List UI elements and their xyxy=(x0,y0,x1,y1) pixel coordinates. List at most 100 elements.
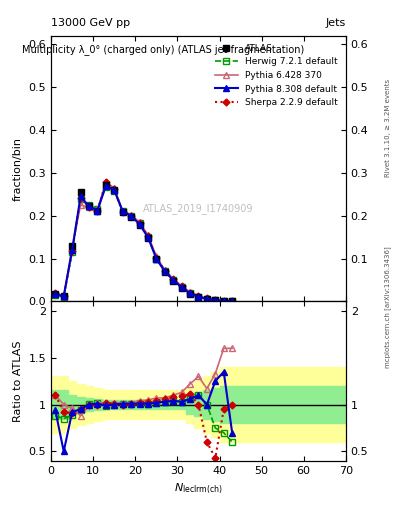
Herwig 7.2.1 default xyxy=(179,284,184,290)
ATLAS xyxy=(154,257,159,263)
Pythia 6.428 370 xyxy=(188,289,193,295)
Pythia 6.428 370 xyxy=(230,298,235,304)
ATLAS xyxy=(70,243,75,249)
Pythia 8.308 default xyxy=(120,208,125,215)
Pythia 6.428 370 xyxy=(103,179,108,185)
Sherpa 2.2.9 default xyxy=(154,254,159,261)
Line: Herwig 7.2.1 default: Herwig 7.2.1 default xyxy=(53,184,235,304)
Pythia 6.428 370 xyxy=(78,202,83,208)
Herwig 7.2.1 default xyxy=(78,196,83,202)
Sherpa 2.2.9 default xyxy=(188,290,193,296)
Herwig 7.2.1 default xyxy=(162,268,167,274)
Pythia 8.308 default xyxy=(78,194,83,200)
Pythia 8.308 default xyxy=(95,207,100,214)
Pythia 8.308 default xyxy=(103,183,108,189)
Pythia 6.428 370 xyxy=(145,232,150,238)
Pythia 6.428 370 xyxy=(120,207,125,214)
Herwig 7.2.1 default xyxy=(70,249,75,255)
Herwig 7.2.1 default xyxy=(95,206,100,212)
ATLAS xyxy=(145,235,150,241)
Herwig 7.2.1 default xyxy=(213,297,218,303)
Sherpa 2.2.9 default xyxy=(129,212,134,219)
Sherpa 2.2.9 default xyxy=(162,268,167,274)
Herwig 7.2.1 default xyxy=(145,234,150,240)
Pythia 6.428 370 xyxy=(70,245,75,251)
Herwig 7.2.1 default xyxy=(204,296,209,302)
Pythia 8.308 default xyxy=(61,293,66,300)
Pythia 6.428 370 xyxy=(221,297,226,304)
ATLAS xyxy=(204,296,209,302)
Sherpa 2.2.9 default xyxy=(70,248,75,254)
Pythia 8.308 default xyxy=(86,203,91,209)
Pythia 8.308 default xyxy=(230,298,235,304)
ATLAS xyxy=(230,298,235,304)
ATLAS xyxy=(137,222,142,228)
Herwig 7.2.1 default xyxy=(61,294,66,300)
Sherpa 2.2.9 default xyxy=(53,290,58,296)
Pythia 8.308 default xyxy=(204,296,209,302)
Sherpa 2.2.9 default xyxy=(230,298,235,304)
ATLAS xyxy=(78,189,83,195)
Pythia 8.308 default xyxy=(171,277,176,283)
Sherpa 2.2.9 default xyxy=(78,195,83,201)
ATLAS xyxy=(103,182,108,188)
X-axis label: $N_{\mathrm{leclrm(ch)}}$: $N_{\mathrm{leclrm(ch)}}$ xyxy=(174,481,223,496)
Sherpa 2.2.9 default xyxy=(137,220,142,226)
Herwig 7.2.1 default xyxy=(230,298,235,304)
Sherpa 2.2.9 default xyxy=(204,295,209,302)
Pythia 8.308 default xyxy=(213,297,218,303)
Pythia 8.308 default xyxy=(145,234,150,240)
Sherpa 2.2.9 default xyxy=(179,283,184,289)
Pythia 8.308 default xyxy=(129,212,134,219)
Herwig 7.2.1 default xyxy=(86,202,91,208)
Sherpa 2.2.9 default xyxy=(112,186,117,193)
Sherpa 2.2.9 default xyxy=(86,204,91,210)
Line: ATLAS: ATLAS xyxy=(53,182,235,304)
Pythia 6.428 370 xyxy=(196,293,201,299)
Pythia 8.308 default xyxy=(154,255,159,262)
ATLAS xyxy=(129,214,134,220)
Pythia 8.308 default xyxy=(137,221,142,227)
Pythia 6.428 370 xyxy=(179,283,184,289)
Herwig 7.2.1 default xyxy=(188,290,193,296)
ATLAS xyxy=(95,208,100,215)
Legend: ATLAS, Herwig 7.2.1 default, Pythia 6.428 370, Pythia 8.308 default, Sherpa 2.2.: ATLAS, Herwig 7.2.1 default, Pythia 6.42… xyxy=(211,40,342,111)
Pythia 8.308 default xyxy=(162,268,167,274)
Text: ATLAS_2019_I1740909: ATLAS_2019_I1740909 xyxy=(143,203,254,214)
Pythia 8.308 default xyxy=(112,187,117,193)
Pythia 8.308 default xyxy=(221,297,226,304)
Line: Pythia 8.308 default: Pythia 8.308 default xyxy=(52,182,236,305)
Text: Rivet 3.1.10, ≥ 3.2M events: Rivet 3.1.10, ≥ 3.2M events xyxy=(385,79,391,177)
ATLAS xyxy=(53,291,58,297)
Herwig 7.2.1 default xyxy=(112,188,117,194)
Line: Pythia 6.428 370: Pythia 6.428 370 xyxy=(52,179,236,305)
ATLAS xyxy=(188,291,193,297)
Pythia 8.308 default xyxy=(196,294,201,300)
Sherpa 2.2.9 default xyxy=(61,293,66,300)
Herwig 7.2.1 default xyxy=(103,184,108,190)
Sherpa 2.2.9 default xyxy=(171,276,176,282)
Text: Jets: Jets xyxy=(325,18,346,28)
Pythia 6.428 370 xyxy=(204,295,209,302)
Pythia 8.308 default xyxy=(188,290,193,296)
Pythia 6.428 370 xyxy=(162,267,167,273)
Pythia 8.308 default xyxy=(53,291,58,297)
Herwig 7.2.1 default xyxy=(53,291,58,297)
Herwig 7.2.1 default xyxy=(120,208,125,215)
Sherpa 2.2.9 default xyxy=(95,208,100,215)
ATLAS xyxy=(162,269,167,275)
Herwig 7.2.1 default xyxy=(221,298,226,304)
Herwig 7.2.1 default xyxy=(171,277,176,283)
Pythia 6.428 370 xyxy=(53,290,58,296)
Sherpa 2.2.9 default xyxy=(120,209,125,215)
Text: 13000 GeV pp: 13000 GeV pp xyxy=(51,18,130,28)
Pythia 6.428 370 xyxy=(213,296,218,303)
Pythia 6.428 370 xyxy=(112,185,117,191)
Sherpa 2.2.9 default xyxy=(213,296,218,303)
ATLAS xyxy=(112,187,117,193)
Pythia 6.428 370 xyxy=(171,275,176,282)
Sherpa 2.2.9 default xyxy=(103,179,108,185)
ATLAS xyxy=(196,294,201,300)
Pythia 6.428 370 xyxy=(61,293,66,299)
Pythia 6.428 370 xyxy=(129,212,134,218)
